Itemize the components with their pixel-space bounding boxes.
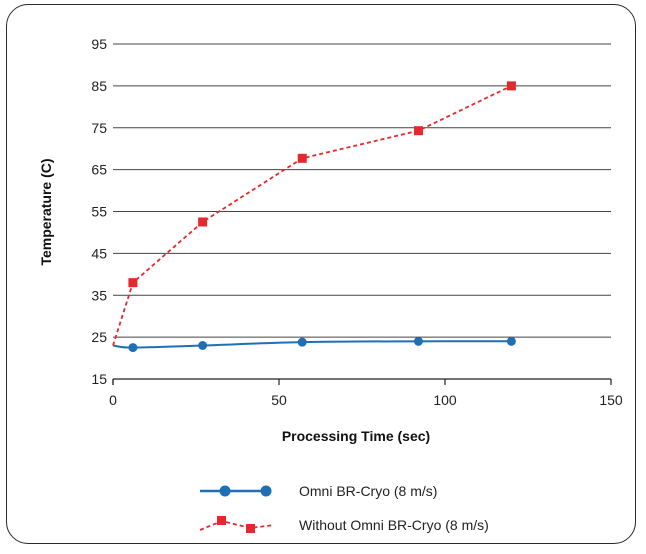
y-tick-label: 55: [91, 204, 107, 220]
axes: [112, 378, 612, 385]
y-tick-label: 85: [91, 78, 107, 94]
legend-marker-omni: [219, 485, 231, 497]
x-tick-label: 0: [109, 392, 117, 408]
x-axis-title: Processing Time (sec): [282, 428, 430, 444]
series: [112, 81, 516, 353]
x-tick-labels: 0 50 100 150: [109, 392, 623, 408]
legend-item-omni: Omni BR-Cryo (8 m/s): [200, 483, 437, 499]
data-point: [506, 336, 516, 346]
x-tick-label: 150: [599, 392, 623, 408]
data-point: [297, 337, 307, 347]
legend-marker-without-2: [246, 524, 255, 533]
data-point: [198, 341, 208, 350]
legend: Omni BR-Cryo (8 m/s) Without Omni BR-Cry…: [199, 483, 489, 533]
series-line-omni: [112, 340, 512, 349]
y-tick-label: 25: [91, 329, 107, 345]
y-tick-label: 45: [91, 245, 107, 261]
data-point: [198, 217, 208, 227]
y-tick-labels: 15 25 35 45 55 65 75 85 95: [91, 36, 107, 387]
y-tick-label: 15: [91, 371, 107, 387]
data-point: [506, 81, 516, 91]
y-tick-label: 35: [91, 287, 107, 303]
data-point: [128, 278, 138, 288]
series-1: [112, 81, 516, 346]
data-point: [128, 343, 138, 353]
data-point: [413, 336, 423, 346]
data-point: [297, 153, 307, 163]
y-tick-label: 75: [91, 120, 107, 136]
y-tick-label: 65: [91, 162, 107, 178]
y-tick-label: 95: [91, 36, 107, 52]
legend-swatch-line-without: [199, 520, 275, 531]
legend-item-without: Without Omni BR-Cryo (8 m/s): [199, 516, 489, 533]
legend-label-omni: Omni BR-Cryo (8 m/s): [299, 483, 437, 499]
data-point: [413, 126, 423, 136]
x-tick-label: 50: [271, 392, 287, 408]
legend-marker-without: [217, 516, 226, 525]
chart-frame: [6, 4, 636, 544]
x-tick-label: 100: [433, 392, 457, 408]
legend-marker-omni-2: [260, 485, 272, 497]
y-axis-title: Temperature (C): [38, 158, 54, 265]
legend-label-without: Without Omni BR-Cryo (8 m/s): [299, 517, 489, 533]
gridlines: [113, 43, 611, 338]
series-0: [112, 336, 516, 353]
series-line-without: [112, 85, 512, 346]
